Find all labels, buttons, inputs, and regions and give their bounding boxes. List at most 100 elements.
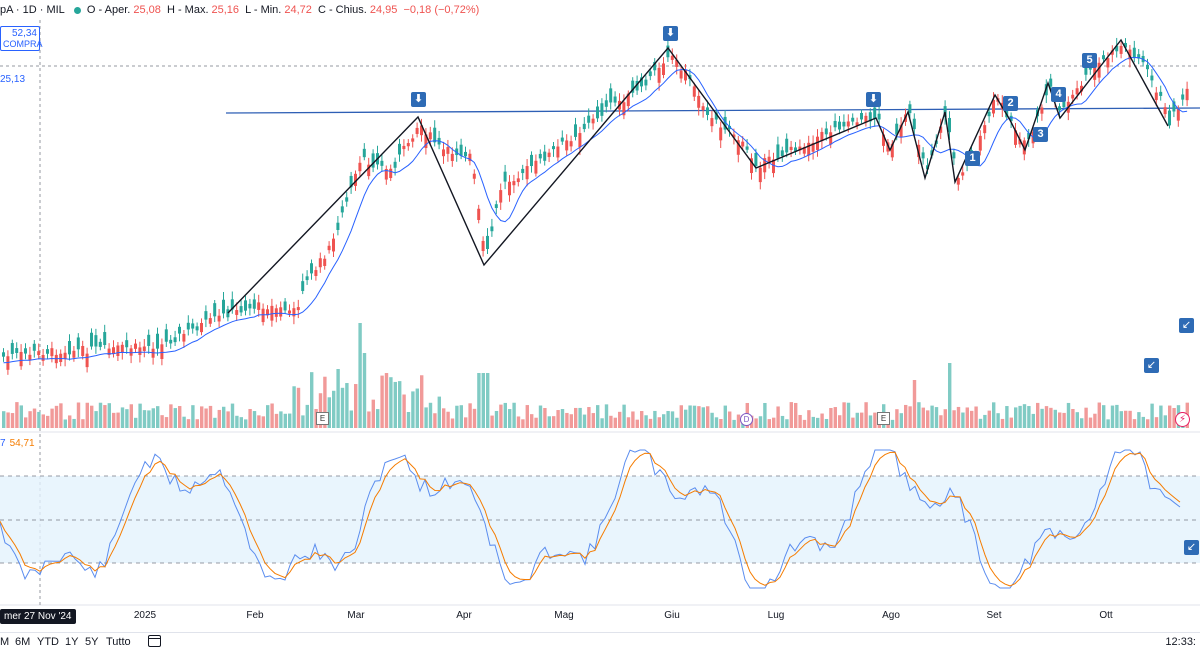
- x-tick-feb: Feb: [246, 610, 264, 621]
- candle: [1172, 101, 1176, 112]
- volume-bar: [424, 407, 428, 428]
- volume-bar: [543, 408, 547, 428]
- earnings-marker[interactable]: E: [316, 412, 329, 425]
- volume-bar: [354, 384, 358, 428]
- volume-bar: [1106, 419, 1110, 428]
- volume-bar: [794, 402, 798, 428]
- candle: [833, 120, 837, 128]
- wave-label-5[interactable]: 5: [1082, 53, 1097, 68]
- candle: [1185, 88, 1189, 101]
- arrow-down-icon[interactable]: ⬇: [411, 92, 426, 107]
- candle: [1058, 106, 1061, 111]
- volume-bar: [1097, 402, 1101, 428]
- volume-bar: [129, 404, 133, 428]
- buy-button[interactable]: 52,34 COMPRA: [0, 26, 43, 51]
- volume-bar: [450, 418, 455, 428]
- candle: [578, 133, 582, 148]
- earnings-marker[interactable]: E: [877, 412, 890, 425]
- candle: [1084, 63, 1088, 75]
- wave-label-1[interactable]: 1: [965, 151, 980, 166]
- candle: [789, 146, 793, 150]
- range-m[interactable]: M: [0, 636, 10, 648]
- volume-bar: [939, 415, 943, 428]
- candle: [283, 301, 287, 311]
- volume-bar: [90, 405, 94, 428]
- flash-icon[interactable]: ⚡: [1175, 412, 1190, 427]
- range-all[interactable]: Tutto: [106, 636, 131, 648]
- wave-label-3[interactable]: 3: [1033, 127, 1048, 142]
- volume-bar: [618, 411, 622, 428]
- candle: [85, 353, 89, 368]
- candle: [895, 123, 899, 135]
- candle: [679, 70, 683, 79]
- close-label: C - Chius.: [317, 4, 367, 16]
- volume-bar: [1031, 413, 1035, 428]
- range-1y[interactable]: 1Y: [65, 636, 79, 648]
- candle: [10, 343, 14, 354]
- candle: [653, 61, 657, 71]
- candle: [41, 354, 45, 361]
- candle: [842, 121, 846, 127]
- candle: [59, 353, 63, 363]
- candle: [525, 166, 529, 180]
- volume-bar: [534, 417, 538, 428]
- volume-bar: [204, 408, 208, 428]
- volume-bar: [103, 405, 107, 428]
- volume-bar: [591, 413, 595, 428]
- volume-bar: [820, 413, 824, 428]
- volume-bar: [191, 405, 195, 428]
- arrow-down-icon[interactable]: ⬇: [866, 92, 881, 107]
- scroll-arrow-icon[interactable]: ↙: [1144, 358, 1159, 373]
- volume-bar: [499, 404, 503, 428]
- wave-label-4[interactable]: 4: [1051, 87, 1066, 102]
- range-6m[interactable]: 6M: [15, 636, 31, 648]
- volume-bar: [486, 373, 490, 428]
- volume-bar: [710, 412, 714, 428]
- crosshair-date-tag: mer 27 Nov '24: [0, 609, 76, 624]
- volume-bar: [1014, 407, 1018, 428]
- volume-bar: [1066, 402, 1071, 428]
- dividend-marker[interactable]: D: [740, 413, 753, 426]
- wave-label-2[interactable]: 2: [1003, 96, 1018, 111]
- candle: [816, 136, 819, 150]
- volume-bar: [15, 402, 19, 428]
- stoch-d-value: 54,71: [9, 438, 35, 449]
- candle: [978, 135, 982, 151]
- range-5y[interactable]: 5Y: [85, 636, 99, 648]
- symbol-name[interactable]: pA · 1D · MIL: [0, 4, 65, 16]
- candle: [794, 147, 797, 152]
- candle: [1027, 132, 1031, 140]
- scroll-arrow-icon[interactable]: ↙: [1179, 318, 1194, 333]
- candle: [494, 204, 498, 209]
- volume-bar: [76, 402, 81, 428]
- volume-bar: [565, 412, 569, 428]
- volume-bar: [81, 419, 85, 428]
- candle: [886, 142, 890, 152]
- candle: [107, 348, 111, 355]
- arrow-down-icon[interactable]: ⬇: [663, 26, 678, 41]
- candle: [358, 162, 362, 172]
- volume-bar: [1132, 419, 1137, 428]
- volume-bar: [464, 417, 468, 428]
- volume-bar: [807, 410, 811, 428]
- candle: [530, 154, 533, 167]
- volume-bar: [758, 416, 763, 428]
- buy-price: 52,34: [11, 28, 37, 39]
- volume-bar: [640, 411, 644, 428]
- candle: [684, 69, 687, 81]
- volume-bar: [257, 415, 261, 428]
- calendar-icon[interactable]: [148, 635, 161, 647]
- volume-bar: [1000, 418, 1005, 428]
- volume-bar: [477, 373, 481, 428]
- candle: [556, 146, 560, 158]
- volume-bar: [956, 406, 961, 428]
- scroll-arrow-icon[interactable]: ↙: [1184, 540, 1199, 555]
- candle: [116, 345, 120, 356]
- volume-bar: [890, 419, 895, 428]
- candle: [266, 309, 269, 316]
- candle: [657, 67, 661, 83]
- volume-bar: [195, 419, 199, 428]
- range-ytd[interactable]: YTD: [37, 636, 59, 648]
- candle: [279, 307, 283, 317]
